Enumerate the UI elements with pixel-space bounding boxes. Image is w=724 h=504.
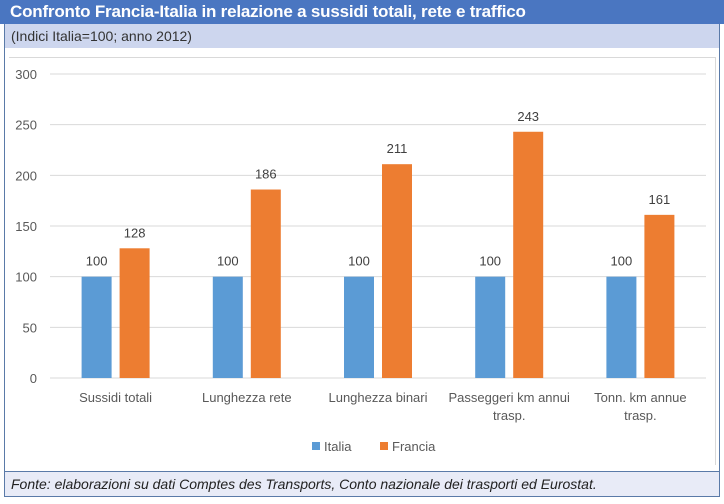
bar-italia xyxy=(475,276,506,378)
y-axis-ticks: 0 50 100 150 200 250 300 xyxy=(15,67,37,386)
bar-francia xyxy=(382,164,412,378)
x-tick-label: Tonn. km annue xyxy=(594,390,687,405)
data-label: 100 xyxy=(217,254,239,269)
data-label: 186 xyxy=(255,167,277,182)
bar-italia xyxy=(606,276,637,378)
y-tick-label: 250 xyxy=(15,118,37,133)
data-label: 100 xyxy=(479,254,501,269)
x-tick-label: trasp. xyxy=(493,408,526,423)
y-tick-label: 150 xyxy=(15,219,37,234)
data-labels: 100 128 100 186 100 211 100 243 100 161 xyxy=(86,109,671,269)
data-label: 100 xyxy=(611,254,633,269)
x-tick-label: Sussidi totali xyxy=(79,390,152,405)
bars xyxy=(81,131,675,378)
x-tick-label: Passeggeri km annui xyxy=(448,390,570,405)
chart-title: Confronto Francia-Italia in relazione a … xyxy=(0,0,724,24)
plot-area-border xyxy=(9,57,716,465)
data-label: 243 xyxy=(517,109,539,124)
bar-italia xyxy=(212,276,243,378)
bar-francia xyxy=(644,214,675,378)
legend-swatch-italia xyxy=(312,442,320,450)
gridlines xyxy=(50,73,706,379)
source-note: Fonte: elaborazioni su dati Comptes des … xyxy=(4,471,720,497)
bar-francia xyxy=(119,248,150,378)
data-label: 211 xyxy=(387,141,408,156)
legend: Italia Francia xyxy=(312,439,436,454)
data-label: 161 xyxy=(649,192,671,207)
chart-subtitle: (Indici Italia=100; anno 2012) xyxy=(4,24,720,48)
data-label: 100 xyxy=(348,254,370,269)
y-tick-label: 300 xyxy=(15,67,37,82)
legend-label-francia: Francia xyxy=(392,439,436,454)
y-tick-label: 100 xyxy=(15,270,37,285)
data-label: 100 xyxy=(86,254,108,269)
legend-label-italia: Italia xyxy=(324,439,352,454)
x-tick-label: Lunghezza binari xyxy=(328,390,427,405)
bar-italia xyxy=(81,276,112,378)
y-tick-label: 0 xyxy=(30,371,37,386)
bar-francia xyxy=(513,131,544,378)
data-label: 128 xyxy=(124,225,146,240)
y-tick-label: 200 xyxy=(15,168,37,183)
y-tick-label: 50 xyxy=(23,320,37,335)
x-tick-label: trasp. xyxy=(624,408,657,423)
bar-francia xyxy=(250,189,281,378)
legend-swatch-francia xyxy=(380,442,388,450)
x-axis-ticks: Sussidi totali Lunghezza rete Lunghezza bi… xyxy=(79,390,687,423)
bar-italia xyxy=(344,276,374,378)
x-tick-label: Lunghezza rete xyxy=(202,390,292,405)
